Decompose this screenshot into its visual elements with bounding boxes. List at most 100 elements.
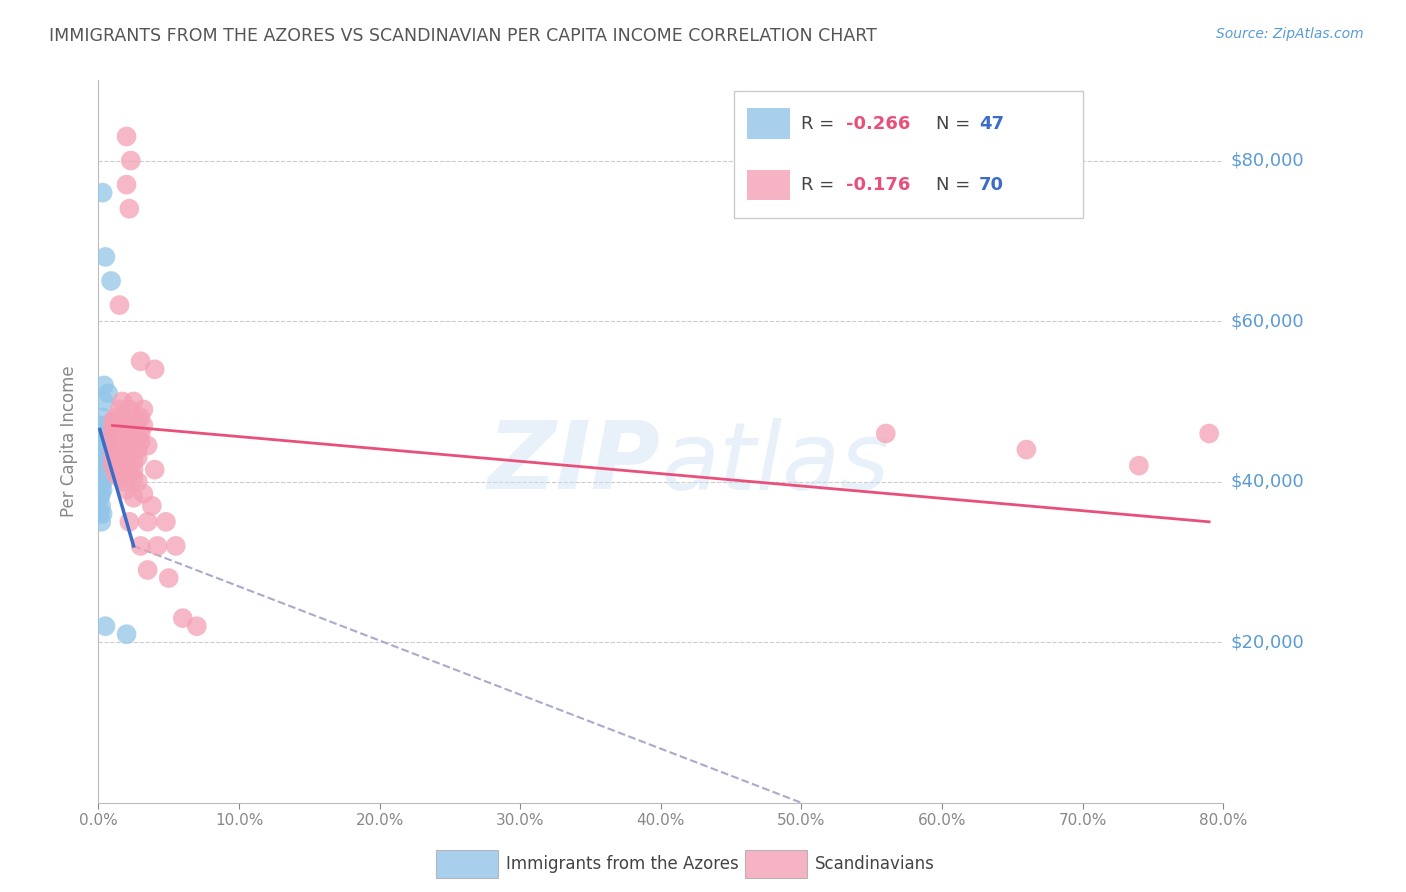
Point [155,515,177,529]
Point [127,475,149,489]
Point [1128,458,1150,473]
Point [1198,426,1220,441]
Text: 70: 70 [979,176,1004,194]
Point [115,129,138,144]
Point [89,442,111,457]
Y-axis label: Per Capita Income: Per Capita Income [59,366,77,517]
Text: $60,000: $60,000 [1230,312,1303,330]
Point [118,467,141,481]
Point [127,450,149,465]
Point [90,438,112,452]
Point [91,434,114,449]
Text: $20,000: $20,000 [1230,633,1303,651]
Point [112,422,135,436]
Point [127,414,149,428]
Point [89,491,111,505]
Point [132,486,155,500]
Point [129,434,152,449]
Text: ZIP: ZIP [488,417,661,509]
Point [108,470,131,484]
Point [115,434,138,449]
Point [96,434,118,449]
Text: R =: R = [801,176,846,194]
Point [91,426,114,441]
Point [122,438,145,452]
Point [100,274,122,288]
Point [1015,442,1038,457]
Point [90,478,112,492]
Point [112,414,135,428]
Point [91,483,114,497]
Point [186,619,208,633]
Point [108,462,131,476]
Bar [748,169,790,200]
Point [136,563,159,577]
Point [136,438,159,452]
Point [101,422,124,436]
Point [875,426,897,441]
Point [118,202,141,216]
Point [141,499,163,513]
Point [89,483,111,497]
Point [111,394,134,409]
Point [122,470,145,484]
Point [91,186,114,200]
Text: IMMIGRANTS FROM THE AZORES VS SCANDINAVIAN PER CAPITA INCOME CORRELATION CHART: IMMIGRANTS FROM THE AZORES VS SCANDINAVI… [49,27,877,45]
Point [108,454,131,468]
Bar [436,850,498,878]
Text: -0.266: -0.266 [846,115,911,133]
Point [97,386,120,401]
Point [90,515,112,529]
Point [118,446,141,460]
Point [90,486,112,500]
Point [115,410,138,425]
Text: Source: ZipAtlas.com: Source: ZipAtlas.com [1216,27,1364,41]
Point [104,418,127,433]
Point [101,450,124,465]
Point [89,458,111,473]
Point [89,467,111,481]
Text: atlas: atlas [661,417,889,508]
Point [91,475,114,489]
Point [90,499,112,513]
Point [108,298,131,312]
Point [122,462,145,476]
Point [90,418,112,433]
Point [94,426,117,441]
Point [127,442,149,457]
Point [89,450,111,465]
Point [112,475,135,489]
Point [118,418,141,433]
Text: Immigrants from the Azores: Immigrants from the Azores [506,855,738,873]
Point [90,470,112,484]
Point [122,394,145,409]
Point [89,434,111,449]
Point [122,454,145,468]
Bar [734,91,1083,218]
Point [132,418,155,433]
Point [101,434,124,449]
Point [122,430,145,444]
Point [93,394,115,409]
Point [90,462,112,476]
Point [143,462,166,476]
Text: N =: N = [936,176,976,194]
Point [94,250,117,264]
Point [91,450,114,465]
Point [132,402,155,417]
Point [129,426,152,441]
Text: R =: R = [801,115,841,133]
Point [129,354,152,368]
Point [136,515,159,529]
Text: $40,000: $40,000 [1230,473,1303,491]
Point [91,467,114,481]
Point [115,627,138,641]
Point [89,475,111,489]
Point [118,515,141,529]
Point [104,467,127,481]
Point [90,454,112,468]
Point [91,507,114,521]
Point [129,410,152,425]
Text: N =: N = [936,115,976,133]
Point [115,426,138,441]
